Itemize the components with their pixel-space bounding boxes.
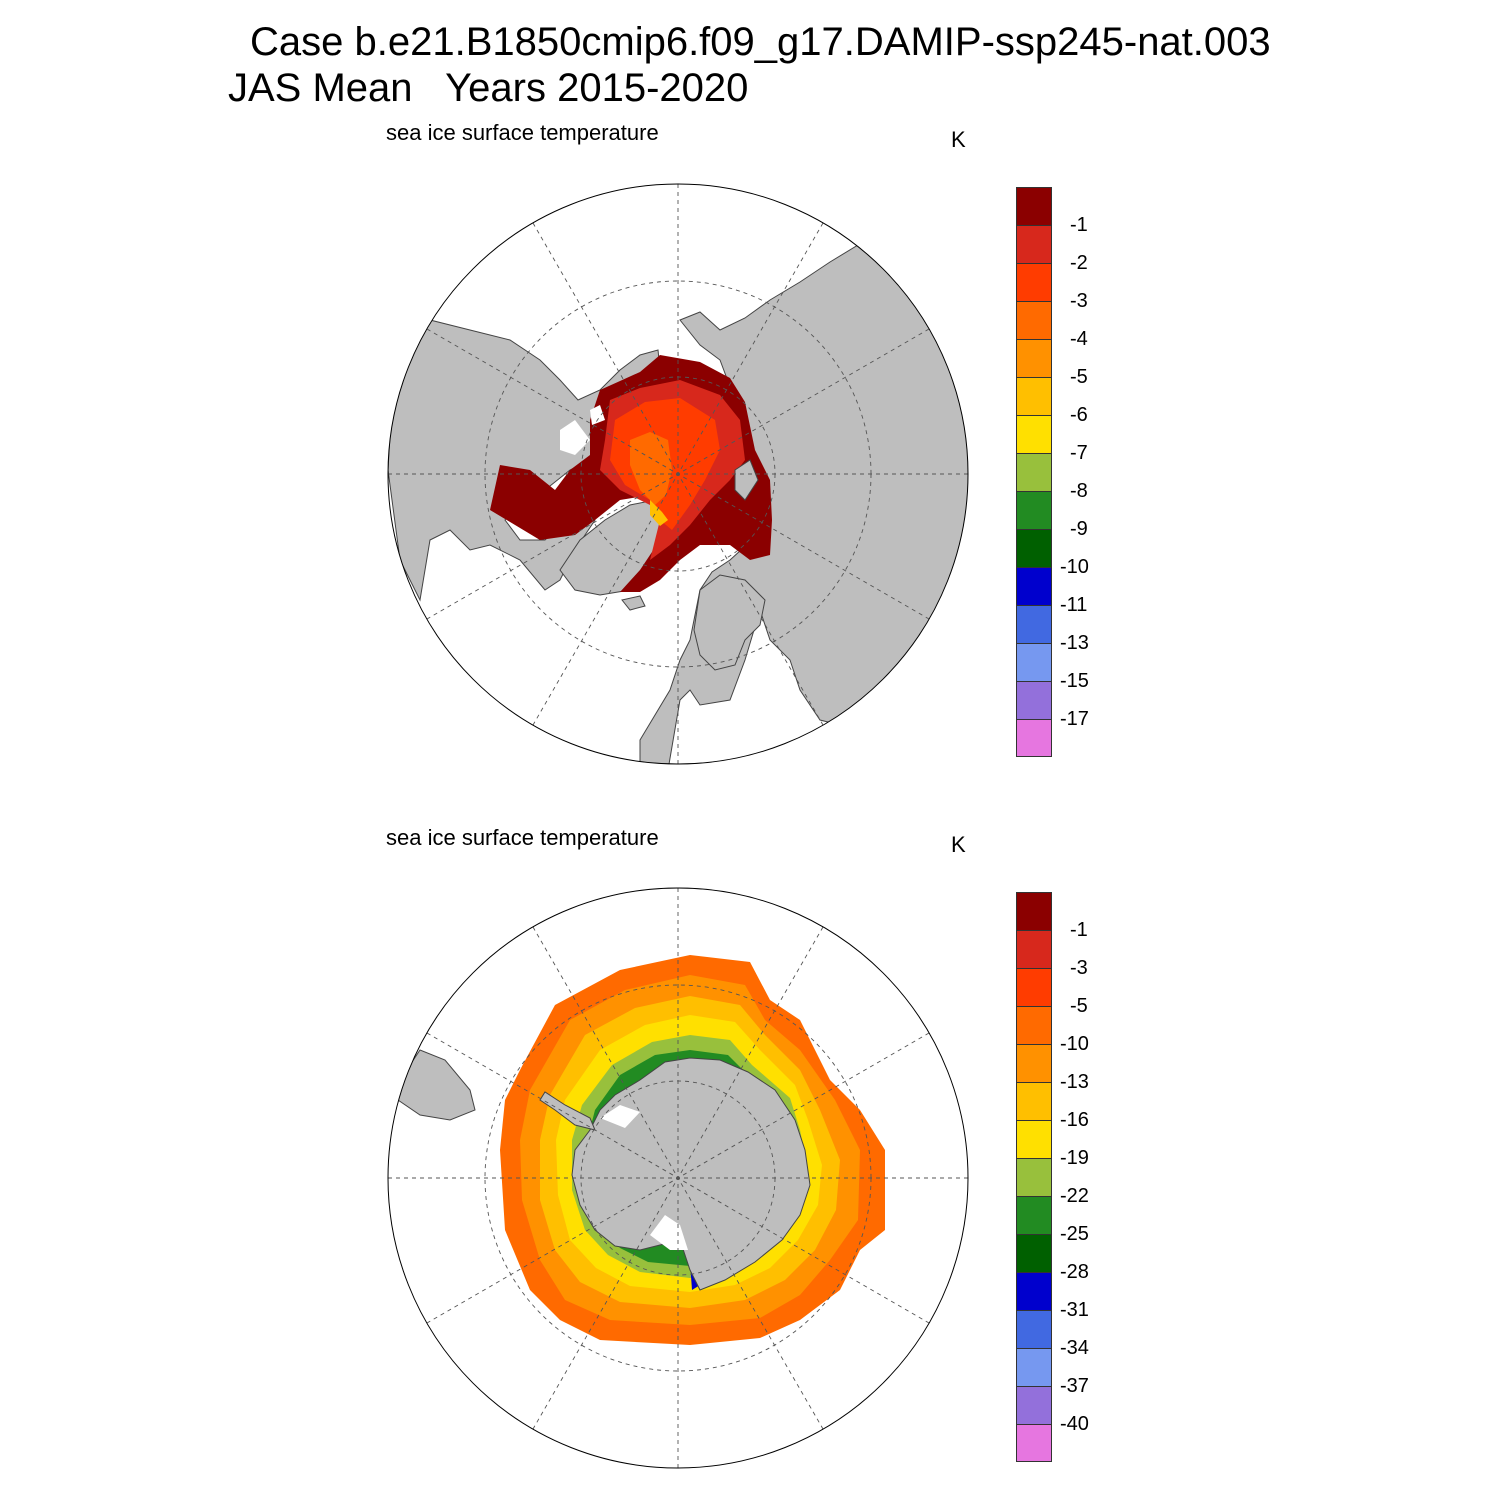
south-colorbar-swatch (1017, 1120, 1051, 1158)
north-colorbar-swatch (1017, 377, 1051, 415)
south-colorbar-tick-label: -25 (1060, 1223, 1089, 1245)
south-colorbar-swatch (1017, 1158, 1051, 1196)
south-colorbar-swatch (1017, 1386, 1051, 1424)
north-colorbar-swatch (1017, 567, 1051, 605)
south-colorbar-tick-label: -22 (1060, 1185, 1089, 1207)
north-colorbar-swatch (1017, 719, 1051, 757)
north-colorbar-swatch (1017, 301, 1051, 339)
south-colorbar-swatch (1017, 1272, 1051, 1310)
south-colorbar-swatch (1017, 1006, 1051, 1044)
north-colorbar-tick-label: -17 (1060, 708, 1089, 730)
south-colorbar-swatch (1017, 892, 1051, 930)
north-colorbar-tick-label: -11 (1060, 594, 1088, 616)
north-colorbar-tick-label: -3 (1070, 290, 1088, 312)
north-colorbar-tick-label: -13 (1060, 632, 1089, 654)
south-colorbar-swatch (1017, 930, 1051, 968)
south-colorbar-tick-label: -31 (1060, 1299, 1089, 1321)
north-colorbar-swatch (1017, 187, 1051, 225)
north-colorbar-swatch (1017, 263, 1051, 301)
north-colorbar-tick-label: -8 (1070, 480, 1088, 502)
north-colorbar (1016, 187, 1052, 757)
south-colorbar-swatch (1017, 1310, 1051, 1348)
south-colorbar-tick-label: -28 (1060, 1261, 1089, 1283)
south-colorbar-tick-label: -40 (1060, 1413, 1089, 1435)
north-colorbar-tick-label: -10 (1060, 556, 1089, 578)
south-colorbar-swatch (1017, 1424, 1051, 1462)
north-colorbar-tick-label: -2 (1070, 252, 1088, 274)
north-colorbar-swatch (1017, 681, 1051, 719)
north-landmass-novaya-zemlya (734, 459, 759, 501)
south-polar-map (387, 887, 969, 1469)
south-colorbar-swatch (1017, 1348, 1051, 1386)
north-landmass-scandinavia (693, 574, 766, 671)
north-colorbar-swatch (1017, 339, 1051, 377)
south-colorbar-tick-label: -34 (1060, 1337, 1089, 1359)
south-colorbar-tick-label: -1 (1070, 919, 1088, 941)
north-colorbar-swatch (1017, 453, 1051, 491)
south-colorbar-tick-label: -37 (1060, 1375, 1089, 1397)
north-colorbar-swatch (1017, 605, 1051, 643)
north-colorbar-swatch (1017, 415, 1051, 453)
north-colorbar-swatch (1017, 643, 1051, 681)
south-colorbar-tick-label: -16 (1060, 1109, 1089, 1131)
south-graticule (388, 888, 968, 1468)
north-colorbar-swatch (1017, 225, 1051, 263)
figure-title-case: Case b.e21.B1850cmip6.f09_g17.DAMIP-ssp2… (250, 20, 1271, 64)
south-colorbar-tick-label: -13 (1060, 1071, 1089, 1093)
north-seaice-core (630, 432, 672, 505)
north-graticule (388, 184, 968, 764)
south-colorbar-tick-label: -10 (1060, 1033, 1089, 1055)
north-colorbar-tick-label: -4 (1070, 328, 1088, 350)
south-colorbar-swatch (1017, 1082, 1051, 1120)
south-colorbar-swatch (1017, 968, 1051, 1006)
north-colorbar-tick-label: -6 (1070, 404, 1088, 426)
north-colorbar-tick-label: -9 (1070, 518, 1088, 540)
south-panel-variable-label: sea ice surface temperature (386, 825, 659, 850)
north-polar-map (387, 183, 969, 765)
south-colorbar (1016, 892, 1052, 1462)
south-colorbar-swatch (1017, 1044, 1051, 1082)
north-colorbar-tick-label: -15 (1060, 670, 1089, 692)
south-colorbar-swatch (1017, 1196, 1051, 1234)
north-colorbar-tick-label: -7 (1070, 442, 1088, 464)
north-colorbar-tick-label: -1 (1070, 214, 1088, 236)
south-colorbar-tick-label: -5 (1070, 995, 1088, 1017)
north-seaice-edge-warm (650, 500, 668, 526)
south-colorbar-tick-label: -3 (1070, 957, 1088, 979)
north-landmass-iceland (621, 595, 646, 611)
figure-title-period: JAS Mean Years 2015-2020 (228, 66, 749, 110)
south-panel-units-label: K (951, 832, 966, 857)
north-panel-units-label: K (951, 127, 966, 152)
north-panel-variable-label: sea ice surface temperature (386, 120, 659, 145)
north-colorbar-swatch (1017, 529, 1051, 567)
south-landmass-antarctic-peninsula (539, 1091, 596, 1131)
south-colorbar-swatch (1017, 1234, 1051, 1272)
south-colorbar-tick-label: -19 (1060, 1147, 1089, 1169)
north-colorbar-swatch (1017, 491, 1051, 529)
south-landmass-south-america (397, 1049, 476, 1121)
north-colorbar-tick-label: -5 (1070, 366, 1088, 388)
